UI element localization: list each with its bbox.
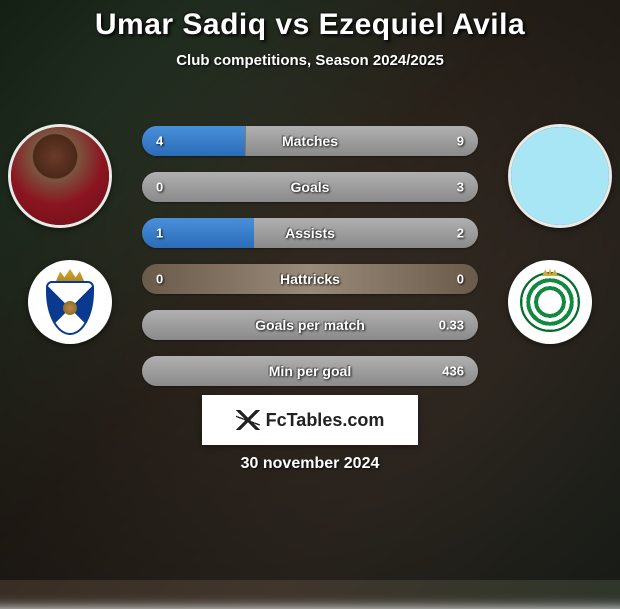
player-left-photo — [11, 127, 109, 225]
stats-list: 4 9 Matches 0 3 Goals 1 2 Assists 0 0 Hattricks 0.33… — [142, 126, 478, 386]
page-subtitle: Club competitions, Season 2024/2025 — [176, 52, 444, 69]
stat-fill-right — [246, 126, 479, 156]
page-title: Umar Sadiq vs Ezequiel Avila — [95, 8, 525, 42]
branding-banner: FcTables.com — [202, 395, 418, 445]
stat-label: Assists — [285, 225, 335, 241]
content-container: Umar Sadiq vs Ezequiel Avila Club compet… — [0, 0, 620, 580]
player-right-photo — [511, 127, 609, 225]
stat-value-left: 0 — [156, 180, 163, 195]
stat-value-left: 4 — [156, 134, 163, 149]
stat-value-right: 0.33 — [439, 318, 464, 333]
stat-value-right: 2 — [457, 226, 464, 241]
stat-value-left: 1 — [156, 226, 163, 241]
club-left-badge — [28, 260, 112, 344]
stat-bar: 436 Min per goal — [142, 356, 478, 386]
fctables-logo-icon — [236, 410, 260, 430]
stat-value-right: 9 — [457, 134, 464, 149]
stat-value-right: 0 — [457, 272, 464, 287]
stat-label: Hattricks — [280, 271, 340, 287]
stat-bar: 1 2 Assists — [142, 218, 478, 248]
stat-label: Goals per match — [255, 317, 365, 333]
stat-value-left: 0 — [156, 272, 163, 287]
stat-label: Goals — [291, 179, 330, 195]
stat-bar: 0 0 Hattricks — [142, 264, 478, 294]
real-sociedad-crest-icon — [42, 269, 98, 335]
stat-value-right: 436 — [442, 364, 464, 379]
stat-bar: 0.33 Goals per match — [142, 310, 478, 340]
player-left-avatar — [8, 124, 112, 228]
club-right-badge — [508, 260, 592, 344]
real-betis-crest-icon — [520, 272, 580, 332]
stat-bar: 0 3 Goals — [142, 172, 478, 202]
stat-bar: 4 9 Matches — [142, 126, 478, 156]
stat-value-right: 3 — [457, 180, 464, 195]
stat-label: Min per goal — [269, 363, 351, 379]
infographic-date: 30 november 2024 — [241, 455, 380, 473]
player-right-avatar — [508, 124, 612, 228]
stat-label: Matches — [282, 133, 338, 149]
branding-text: FcTables.com — [266, 410, 385, 431]
